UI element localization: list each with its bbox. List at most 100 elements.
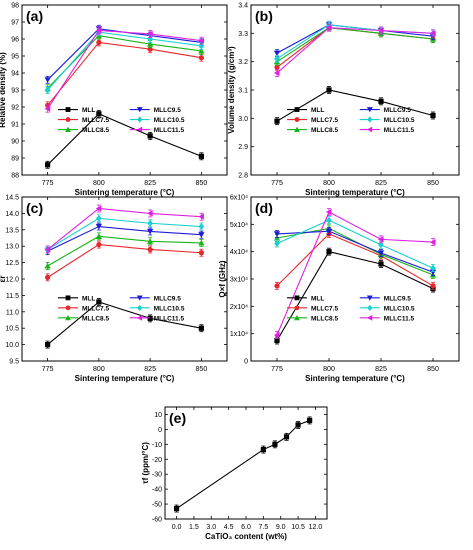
x-tick-label: 775 — [271, 180, 283, 187]
series-line — [47, 235, 202, 267]
data-point — [429, 269, 437, 276]
plot-frame — [164, 406, 328, 520]
series-line — [47, 243, 202, 278]
legend-marker — [136, 295, 143, 301]
data-point — [273, 331, 280, 339]
data-point — [96, 39, 102, 46]
legend-label: MLLC7.5 — [311, 117, 338, 124]
legend-label: MLL — [311, 295, 324, 302]
legend-label: MLLC9.5 — [154, 295, 181, 302]
series-line — [47, 207, 202, 250]
legend-label: MLL — [82, 107, 95, 114]
series-line — [276, 27, 434, 63]
legend-label: MLLC8.5 — [311, 127, 338, 134]
x-tick-label: 1.5 — [189, 524, 199, 531]
data-point — [430, 264, 436, 272]
data-point — [430, 112, 436, 119]
y-tick-label: 93 — [11, 88, 19, 95]
x-tick-label: 825 — [375, 180, 387, 187]
data-point — [44, 86, 51, 94]
legend-label: MLLC10.5 — [384, 305, 415, 312]
y-tick-label: 92 — [11, 105, 19, 112]
data-point — [95, 223, 102, 230]
y-tick-label: 6x10⁴ — [230, 195, 248, 202]
panel-label: (e) — [169, 410, 186, 426]
legend-marker — [65, 126, 71, 132]
data-point — [198, 37, 204, 44]
series-line — [276, 211, 434, 336]
legend-marker — [366, 295, 373, 301]
y-tick-label: -60 — [152, 517, 162, 524]
data-point — [273, 69, 280, 77]
data-point — [44, 77, 51, 83]
data-point — [274, 283, 280, 289]
data-point — [326, 87, 332, 93]
x-tick-label: 800 — [323, 180, 335, 187]
x-tick-label: 7.5 — [258, 524, 268, 531]
legend-marker — [294, 107, 300, 112]
y-tick-label: 9.5 — [9, 359, 19, 366]
x-tick-label: 10.5 — [291, 524, 305, 531]
y-tick-label: -10 — [152, 442, 162, 449]
x-tick-label: 775 — [42, 180, 54, 187]
y-tick-label: 95 — [11, 54, 19, 61]
y-tick-label: 0 — [158, 427, 162, 434]
data-point — [147, 238, 154, 244]
plot-frame — [250, 196, 460, 362]
x-tick-label: 825 — [144, 366, 156, 373]
y-tick-label: -40 — [152, 487, 162, 494]
data-point — [96, 214, 102, 222]
legend-label: MLL — [82, 295, 95, 302]
panel-label: (b) — [255, 8, 273, 24]
series-line — [47, 301, 202, 346]
series-0 — [173, 416, 313, 513]
data-point — [44, 246, 51, 253]
legend-marker — [136, 107, 143, 113]
data-point — [198, 153, 204, 159]
data-point — [95, 233, 102, 239]
data-point — [198, 223, 205, 230]
legend-label: MLLC11.5 — [154, 315, 185, 322]
series-line — [176, 419, 310, 510]
y-tick-label: 89 — [11, 156, 19, 163]
data-point — [198, 325, 204, 331]
legend-label: MLLC10.5 — [384, 117, 415, 124]
legend-marker — [65, 117, 71, 122]
x-tick-label: 775 — [42, 366, 54, 373]
panel-label: (a) — [26, 8, 43, 24]
plot-frame — [21, 196, 228, 362]
data-point — [198, 232, 205, 238]
y-tick-label: 3x10⁴ — [230, 277, 248, 284]
y-axis-label: εr — [0, 276, 7, 283]
legend-label: MLL — [311, 107, 324, 114]
y-tick-label: 13.0 — [5, 244, 19, 251]
data-point — [295, 422, 301, 428]
data-point — [198, 47, 205, 54]
legend: MLL MLLC7.5 MLLC8.5 MLLC9.5 MLLC10.5 MLLC11.5 — [287, 107, 415, 134]
data-point — [45, 342, 51, 348]
y-tick-label: 14.5 — [5, 195, 19, 202]
series-line — [276, 227, 434, 276]
legend-label: MLLC7.5 — [82, 117, 109, 124]
data-point — [274, 64, 280, 70]
data-point — [96, 111, 102, 117]
legend-marker — [137, 304, 143, 311]
data-point — [377, 236, 384, 243]
x-tick-label: 800 — [323, 366, 335, 373]
data-point — [325, 208, 332, 216]
legend-marker — [65, 314, 71, 321]
x-tick-label: 850 — [427, 180, 439, 187]
x-tick-label: 3.0 — [206, 524, 216, 531]
data-point — [96, 241, 102, 248]
series-line — [276, 251, 434, 341]
series-MLLC8.5 — [44, 31, 205, 93]
legend-marker — [65, 107, 71, 112]
data-point — [274, 337, 280, 344]
legend-marker — [294, 305, 300, 311]
series-line — [276, 24, 434, 60]
y-tick-label: 2x10⁴ — [230, 304, 248, 311]
data-point — [429, 238, 436, 246]
panel-3: 0 1x10⁴ 2x10⁴ 3x10⁴ 4x10⁴ 5x10⁴ 6x10⁴ 775 800 825… — [218, 195, 460, 383]
y-tick-label: 11.5 — [6, 293, 19, 300]
